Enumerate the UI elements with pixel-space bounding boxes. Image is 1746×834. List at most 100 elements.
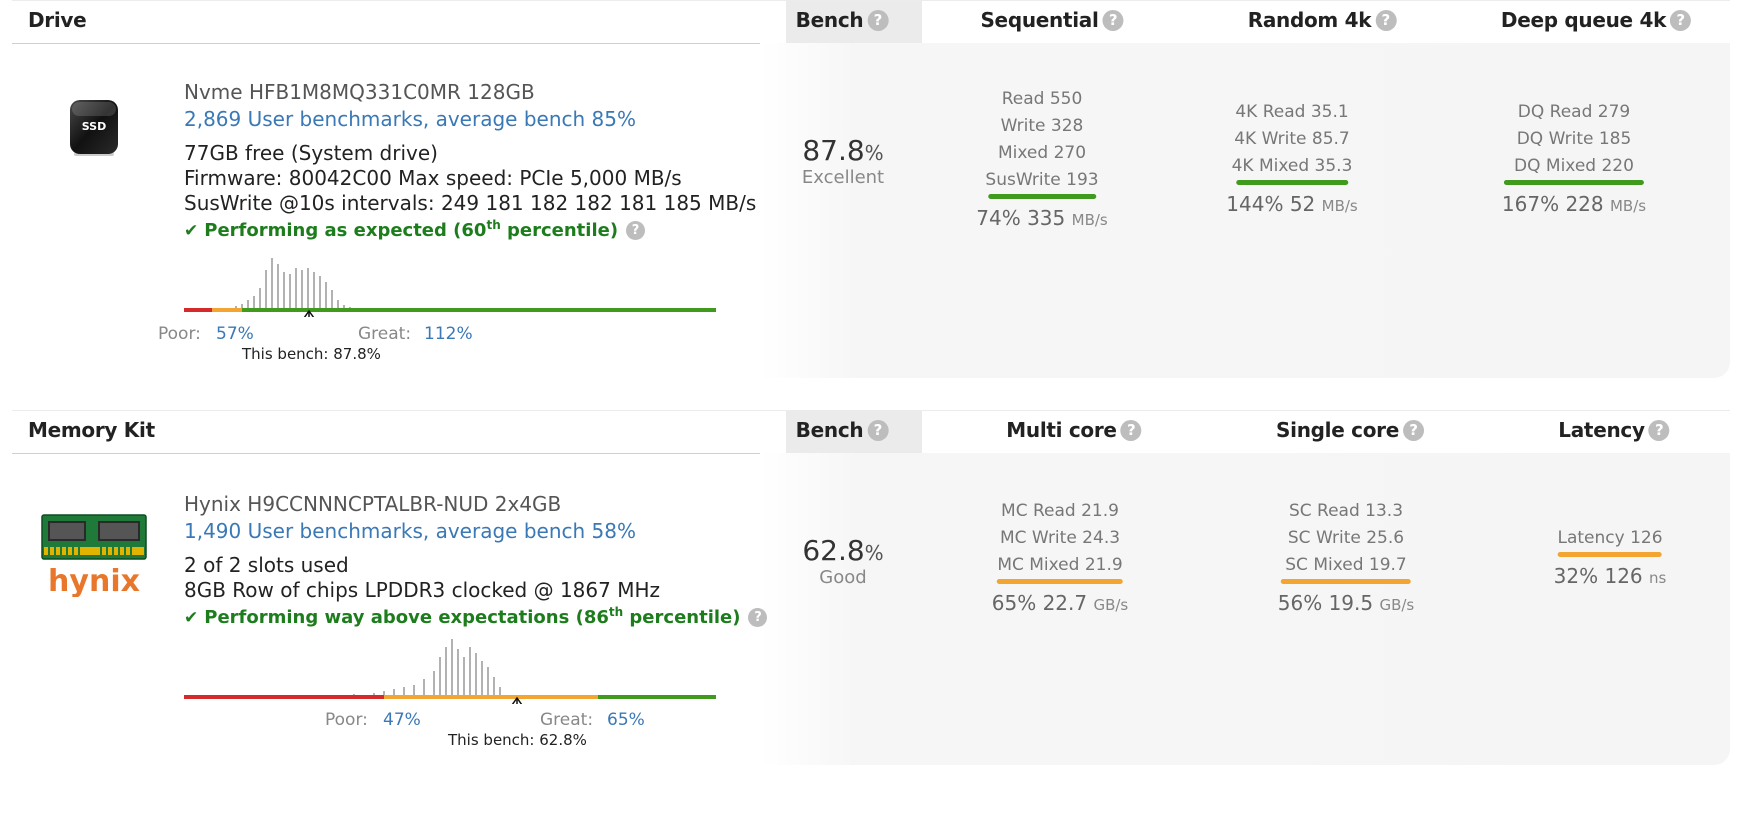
sequential-metrics: Read 550 Write 328 Mixed 270 SusWrite 19… [976,86,1107,234]
rnd-score-bar [1236,180,1348,185]
singlecore-column-header[interactable]: Single core? [1276,418,1424,442]
drive-name[interactable]: Nvme HFB1M8MQ331C0MR 128GB [184,80,535,104]
marker-arrow-icon [303,309,315,317]
seq-mixed: Mixed 270 [997,143,1087,163]
help-icon[interactable]: ? [626,221,646,240]
mc-mixed: MC Mixed 21.9 [997,555,1123,575]
dq-mixed: DQ Mixed 220 [1514,156,1634,176]
drive-suswrite-intervals: SusWrite @10s intervals: 249 181 182 182… [184,191,757,215]
drive-performance-status: ✔ Performing as expected (60th percentile… [184,218,646,241]
checkmark-icon: ✔ [184,221,199,241]
help-icon[interactable]: ? [1670,10,1692,31]
seq-suswrite: SusWrite 193 [985,170,1099,190]
memory-this-bench-label: This bench: 62.8% [448,731,587,749]
drive-header-title: Drive [28,8,87,32]
memory-bench-value: 62.8 [802,534,865,567]
help-icon[interactable]: ? [1375,10,1397,31]
seq-score-bar [988,194,1096,199]
svg-text:hynix: hynix [48,564,140,597]
rnd-summary: 144% 52 MB/s [1226,192,1358,216]
drive-bench-rating: Excellent [801,167,885,188]
latency-metrics: Latency 126 32% 126 ns [1554,525,1667,592]
quality-bar-segment [384,695,598,699]
memory-bench-rating: Good [819,567,867,588]
mc-read: MC Read 21.9 [1001,501,1119,521]
drive-distribution-histogram [184,258,716,317]
mc-write: MC Write 24.3 [999,528,1121,548]
memory-distribution-histogram [184,639,716,704]
help-icon[interactable]: ? [1120,420,1142,441]
ssd-icon: SSD [68,98,120,158]
hynix-logo: hynix [40,513,148,599]
sc-write: SC Write 25.6 [1287,528,1405,548]
help-icon[interactable]: ? [748,608,768,627]
mc-score-bar [997,579,1123,584]
drive-header: Drive Bench? Sequential? Random 4k? Deep… [12,0,1730,44]
checkmark-icon: ✔ [184,608,199,628]
sc-read: SC Read 13.3 [1288,501,1404,521]
memory-great-value: 65% [607,710,645,730]
help-icon[interactable]: ? [1402,420,1424,441]
quality-bar-segment [184,308,212,312]
memory-bench-score: 62.8% Good [802,534,884,588]
memory-poor-label: Poor: [325,710,368,730]
dq-read: DQ Read 279 [1517,102,1631,122]
memory-header: Memory Kit Bench? Multi core? Single cor… [12,410,1730,454]
sc-score-bar [1281,579,1411,584]
drive-bench-score: 87.8% Excellent [801,134,885,188]
deepqueue-metrics: DQ Read 279 DQ Write 185 DQ Mixed 220 16… [1502,99,1646,220]
marker-arrow-icon [511,696,523,704]
latency-value-line: Latency 126 [1557,528,1663,548]
memory-row-background [760,453,1730,765]
random4k-column-header[interactable]: Random 4k? [1248,8,1397,32]
svg-text:SSD: SSD [82,120,106,133]
dq-summary: 167% 228 MB/s [1501,192,1647,216]
drive-poor-value: 57% [216,324,254,344]
bench-column-bg [786,411,922,453]
seq-write: Write 328 [1000,116,1084,136]
rnd-read: 4K Read 35.1 [1235,102,1349,122]
drive-bench-value: 87.8 [802,134,865,167]
deepqueue-column-header[interactable]: Deep queue 4k? [1501,8,1692,32]
dq-score-bar [1503,180,1644,185]
latency-summary: 32% 126 ns [1553,564,1667,588]
bench-column-header[interactable]: Bench? [796,418,889,442]
latency-column-header[interactable]: Latency? [1558,418,1670,442]
drive-firmware: Firmware: 80042C00 Max speed: PCIe 5,000… [184,166,682,190]
drive-poor-label: Poor: [158,324,201,344]
memory-slots-used: 2 of 2 slots used [184,553,349,577]
mc-summary: 65% 22.7 GB/s [991,591,1129,615]
help-icon[interactable]: ? [867,10,889,31]
sequential-column-header[interactable]: Sequential? [980,8,1124,32]
seq-summary: 74% 335 MB/s [976,206,1108,230]
memory-great-label: Great: [540,710,594,730]
drive-great-label: Great: [358,324,412,344]
help-icon[interactable]: ? [867,420,889,441]
quality-bar-segment [242,308,716,312]
help-icon[interactable]: ? [1648,420,1670,441]
seq-read: Read 550 [1001,89,1083,109]
drive-great-value: 112% [424,324,473,344]
dq-write: DQ Write 185 [1516,129,1632,149]
memory-user-benchmarks-link[interactable]: 1,490 User benchmarks, average bench 58% [184,519,636,543]
rnd-write: 4K Write 85.7 [1234,129,1350,149]
quality-bar-segment [184,695,384,699]
rnd-mixed: 4K Mixed 35.3 [1231,156,1353,176]
memory-name[interactable]: Hynix H9CCNNNCPTALBR-NUD 2x4GB [184,492,562,516]
sc-summary: 56% 19.5 GB/s [1277,591,1415,615]
drive-user-benchmarks-link[interactable]: 2,869 User benchmarks, average bench 85% [184,107,636,131]
random4k-metrics: 4K Read 35.1 4K Write 85.7 4K Mixed 35.3… [1226,99,1357,220]
help-icon[interactable]: ? [1102,10,1124,31]
bench-column-header[interactable]: Bench? [796,8,889,32]
memory-poor-value: 47% [383,710,421,730]
multicore-metrics: MC Read 21.9 MC Write 24.3 MC Mixed 21.9… [992,498,1129,619]
memory-chip-info: 8GB Row of chips LPDDR3 clocked @ 1867 M… [184,578,660,602]
latency-score-bar [1558,552,1662,557]
drive-this-bench-label: This bench: 87.8% [242,345,381,363]
multicore-column-header[interactable]: Multi core? [1006,418,1142,442]
quality-bar-segment [598,695,716,699]
quality-bar-segment [212,308,242,312]
singlecore-metrics: SC Read 13.3 SC Write 25.6 SC Mixed 19.7… [1278,498,1415,619]
memory-header-title: Memory Kit [28,418,155,442]
sc-mixed: SC Mixed 19.7 [1285,555,1407,575]
